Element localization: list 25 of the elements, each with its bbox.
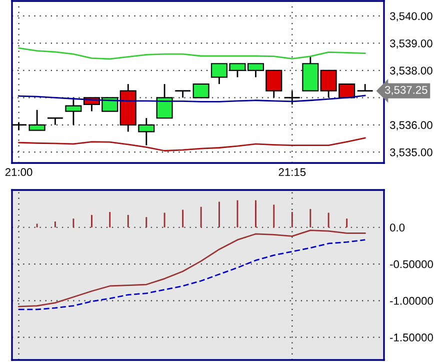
line-series <box>18 47 366 60</box>
candlestick <box>12 121 28 132</box>
y-tick-label: 3,535.00 <box>390 148 432 158</box>
candlestick <box>46 117 64 126</box>
candlestick <box>174 90 192 98</box>
y-tick-label: 3,540.00 <box>390 12 432 22</box>
candlestick <box>28 109 46 132</box>
candlestick <box>192 83 210 98</box>
y-tick-label: 3,536.00 <box>390 121 432 130</box>
y-tick-label: 0.0 <box>390 224 405 232</box>
y-tick-label: -1.00000 <box>390 296 433 305</box>
candlestick <box>65 96 82 126</box>
annotation: 3,537.25 <box>384 86 428 96</box>
y-tick-label: 3,539.00 <box>390 39 432 49</box>
x-tick-label: 21:15 <box>278 168 306 176</box>
candlestick <box>156 83 173 119</box>
line-series <box>18 137 366 152</box>
y-tick-label: 3,538.00 <box>390 66 432 76</box>
candlestick <box>284 90 301 106</box>
y-tick-label: -0.50000 <box>390 260 433 268</box>
line-series <box>18 230 366 308</box>
line-series <box>18 239 366 310</box>
candlestick <box>356 83 374 92</box>
x-tick-label: 21:00 <box>5 168 32 176</box>
y-tick-label: -1.50000 <box>390 334 433 342</box>
